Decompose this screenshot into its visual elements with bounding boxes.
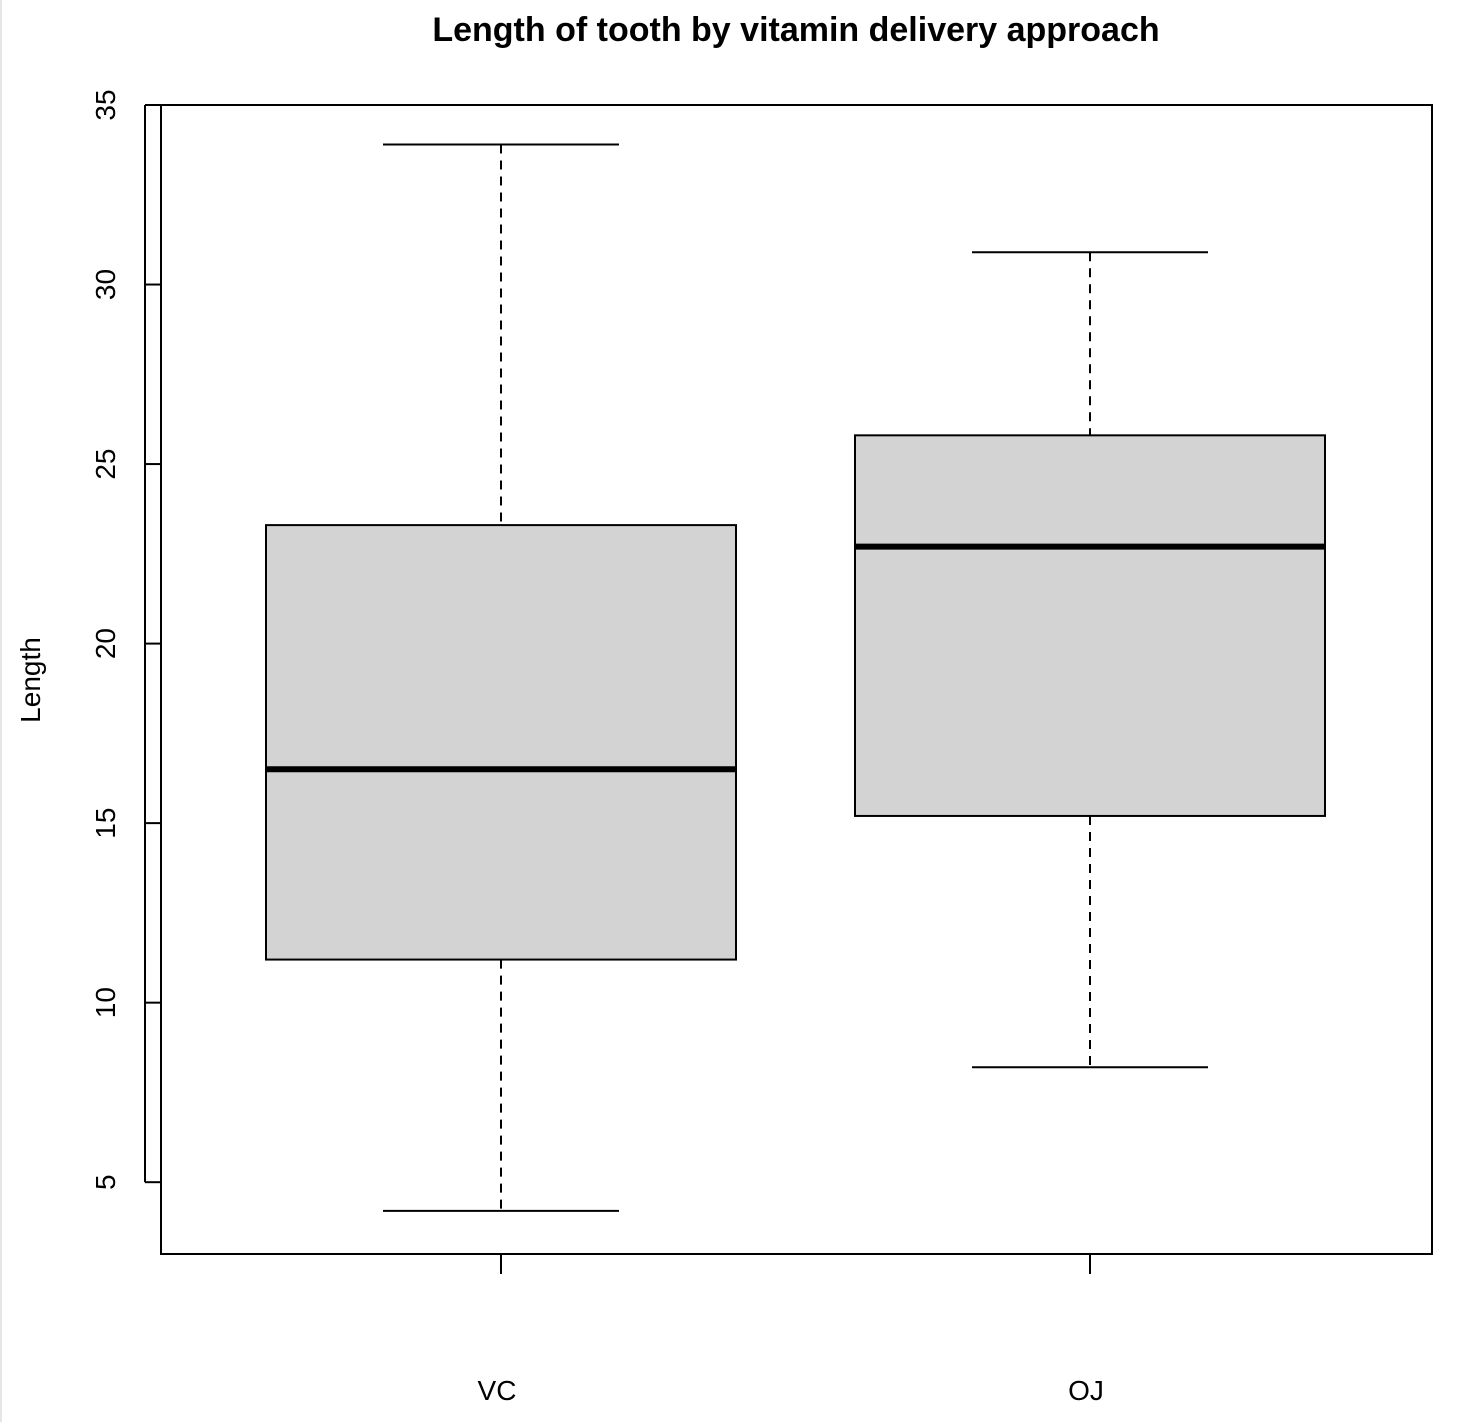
y-tick-label: 25 [90, 448, 121, 479]
y-axis: 5 10 15 20 25 30 35 [90, 89, 161, 1190]
y-axis-label: Length [15, 637, 46, 723]
y-tick-label: 20 [90, 628, 121, 659]
iqr-box [265, 524, 737, 961]
box-VC [265, 143, 737, 1212]
x-tick-label: OJ [1068, 1375, 1104, 1406]
chart-title: Length of tooth by vitamin delivery appr… [432, 11, 1159, 49]
box-OJ [854, 251, 1326, 1069]
iqr-box [854, 434, 1326, 817]
y-tick-label: 30 [90, 269, 121, 300]
y-tick-label: 35 [90, 89, 121, 120]
plot-frame [160, 104, 1433, 1255]
y-tick-label: 5 [90, 1174, 121, 1190]
y-tick-label: 15 [90, 808, 121, 839]
y-tick-label: 10 [90, 987, 121, 1018]
x-tick-label: VC [478, 1375, 517, 1406]
boxes [265, 143, 1326, 1212]
x-axis: VC OJ [478, 1254, 1104, 1406]
